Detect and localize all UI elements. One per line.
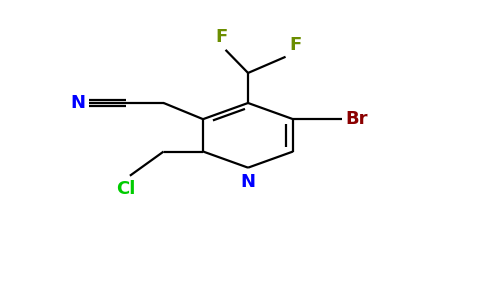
- Text: Br: Br: [346, 110, 368, 128]
- Text: F: F: [216, 28, 228, 46]
- Text: N: N: [241, 173, 256, 191]
- Text: N: N: [71, 94, 86, 112]
- Text: F: F: [289, 37, 302, 55]
- Text: Cl: Cl: [117, 180, 136, 198]
